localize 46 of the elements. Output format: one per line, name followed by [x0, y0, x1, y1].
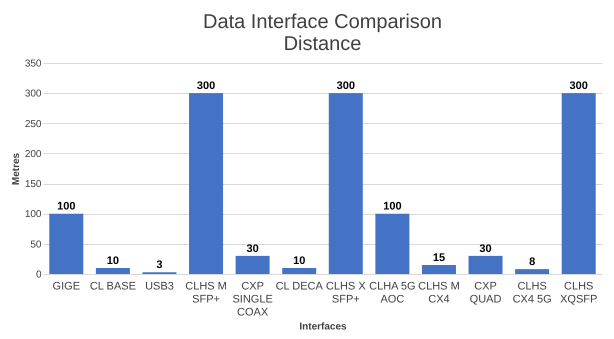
- bar: [468, 256, 503, 274]
- y-tick-label: 0: [36, 270, 42, 280]
- y-tick-label: 50: [30, 239, 42, 250]
- x-tick-label: CLHS M CX4: [418, 280, 460, 306]
- data-label: 8: [529, 256, 536, 268]
- x-tick-label: CL DECA: [276, 280, 324, 292]
- y-tick-label: 100: [24, 209, 42, 220]
- y-tick-label: 150: [24, 179, 42, 190]
- x-tick-label: CLHS CX4 5G: [512, 280, 552, 306]
- bar: [375, 214, 410, 274]
- bar: [282, 268, 316, 274]
- y-tick-label: 350: [24, 58, 42, 70]
- data-label: 30: [479, 242, 492, 255]
- x-tick-label: CL BASE: [90, 280, 136, 292]
- data-label: 100: [57, 200, 76, 213]
- data-label: 15: [432, 252, 446, 264]
- bar: [328, 93, 363, 274]
- x-axis-title: Interfaces: [299, 322, 348, 332]
- bar: [422, 264, 456, 274]
- x-tick-label: CXP SINGLE COAX: [232, 280, 273, 318]
- y-tick-label: 200: [24, 148, 42, 160]
- x-tick-label: USB3: [145, 280, 174, 292]
- x-tick-label: CLHS X SFP+: [326, 280, 366, 306]
- y-axis-title: Metres: [10, 152, 22, 186]
- data-label: 300: [336, 80, 355, 92]
- x-tick-label: CLHS M SFP+: [185, 280, 227, 306]
- bar: [515, 269, 550, 274]
- data-label: 300: [196, 80, 216, 92]
- y-tick-label: 250: [24, 118, 42, 130]
- y-tick-label: 300: [24, 88, 42, 100]
- data-label: 100: [383, 200, 402, 213]
- data-label: 3: [156, 259, 163, 272]
- x-tick-label: CLHS XQSFP: [560, 280, 598, 306]
- x-tick-label: CLHA 5G AOC: [369, 280, 416, 306]
- data-label: 10: [106, 254, 119, 267]
- data-label: 30: [246, 242, 259, 255]
- chart-title: Data Interface Comparison Distance: [202, 11, 442, 55]
- data-label: 300: [570, 80, 588, 92]
- bar: [236, 256, 270, 274]
- bar: [96, 268, 130, 274]
- bar: [49, 214, 84, 274]
- bar: [189, 93, 224, 274]
- bar: [562, 93, 596, 274]
- data-label: 10: [293, 254, 306, 267]
- x-tick-label: GIGE: [52, 280, 80, 292]
- x-tick-label: CXP QUAD: [470, 280, 502, 306]
